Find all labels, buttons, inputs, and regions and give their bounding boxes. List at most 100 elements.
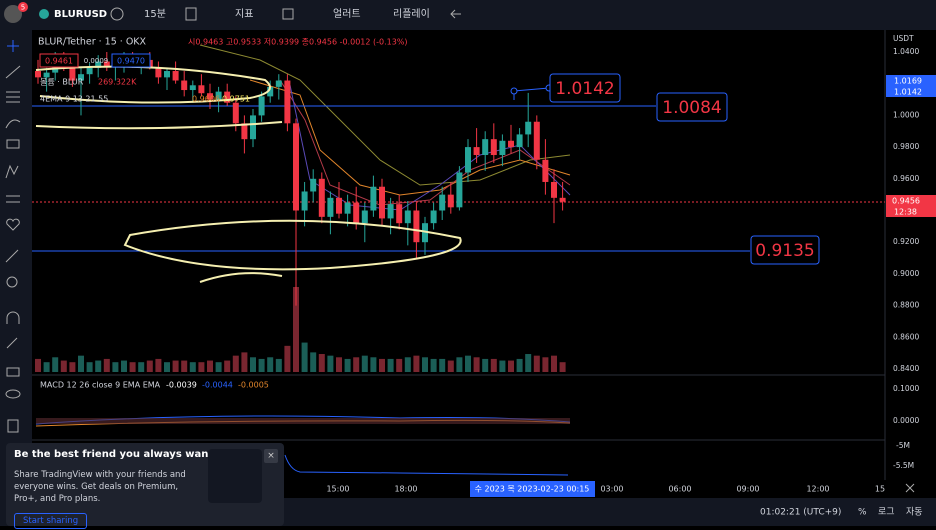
- prediction-tool[interactable]: [6, 195, 20, 203]
- volume-bar: [232, 355, 239, 372]
- volume-bar: [146, 360, 153, 372]
- price-tick: 1.0400: [893, 47, 919, 56]
- volume-bar: [559, 362, 566, 372]
- text-tool[interactable]: [6, 139, 20, 149]
- percent-toggle[interactable]: %: [858, 508, 867, 518]
- macd-value: -0.0039: [166, 381, 197, 390]
- label-box[interactable]: [656, 92, 728, 122]
- candle-body: [344, 202, 351, 214]
- volume-bar: [525, 354, 532, 372]
- volume-bar: [439, 358, 446, 372]
- brush-tool[interactable]: [5, 119, 21, 129]
- close-button[interactable]: ×: [264, 449, 278, 463]
- price-tick: 0.9800: [893, 142, 919, 151]
- volume-bar: [52, 357, 59, 372]
- stay-drawing-tool[interactable]: [6, 337, 18, 349]
- candle-body: [232, 102, 239, 124]
- anchor[interactable]: [510, 87, 518, 95]
- crosshair-tool[interactable]: [7, 40, 19, 52]
- replay[interactable]: 리플레이: [393, 8, 430, 20]
- zoom-tool[interactable]: [6, 276, 18, 288]
- volume-bar: [284, 345, 291, 372]
- price-tick: 0.9000: [893, 269, 919, 278]
- time-tick: 18:00: [394, 485, 417, 494]
- bid: 0.9461: [45, 57, 73, 66]
- price-tick: 0.9600: [893, 174, 919, 183]
- countdown: 12:38: [894, 208, 917, 217]
- volume-bar: [172, 360, 179, 372]
- candle-body: [542, 159, 549, 182]
- candle-body: [224, 91, 231, 103]
- popup-text: Share TradingView with your friends and …: [14, 470, 186, 504]
- volume-bar: [69, 362, 76, 372]
- candle-body: [361, 210, 368, 224]
- volume-bar: [60, 360, 67, 372]
- lock-tool[interactable]: [6, 367, 20, 377]
- candle-body: [422, 223, 428, 243]
- log-toggle[interactable]: 로그: [878, 508, 895, 518]
- alert[interactable]: 얼러트: [333, 8, 361, 20]
- candle-body: [499, 140, 506, 156]
- volume-bar: [370, 357, 377, 372]
- volume-bar: [181, 360, 188, 372]
- volume-bar: [138, 362, 145, 372]
- layouts[interactable]: [282, 8, 294, 20]
- auto-toggle[interactable]: 자동: [906, 507, 923, 518]
- candle-body: [198, 85, 205, 94]
- volume-bar: [103, 358, 110, 372]
- price-tick: 0.8800: [893, 301, 919, 310]
- favorites-tool[interactable]: [6, 218, 20, 231]
- volume-bar: [387, 358, 394, 372]
- undo[interactable]: [450, 9, 461, 19]
- volume-bar: [508, 360, 514, 372]
- volume-bar: [499, 360, 506, 372]
- top-toolbar: [0, 0, 936, 30]
- candle-body: [525, 121, 532, 135]
- volume-bar: [456, 357, 463, 372]
- magnet-tool[interactable]: [6, 311, 20, 324]
- indicators[interactable]: 지표: [235, 8, 253, 20]
- candle-body: [447, 194, 454, 208]
- pattern-tool[interactable]: [5, 164, 19, 179]
- candle-body: [181, 80, 188, 91]
- volume-bar: [241, 352, 248, 372]
- candle-body: [275, 80, 282, 87]
- hide-tool[interactable]: [5, 389, 21, 399]
- fib-tool[interactable]: [6, 91, 20, 103]
- volume-bar: [35, 358, 41, 372]
- ruler-tool[interactable]: [5, 249, 19, 263]
- ohlc: 시0.9463 고0.9533 저0.9399 종0.9456 -0.0012 …: [188, 38, 408, 47]
- delete-tool[interactable]: [7, 419, 19, 433]
- volume-bar: [121, 360, 127, 372]
- trend-line-tool[interactable]: [5, 65, 21, 79]
- volume-bar: [551, 355, 557, 372]
- chart-legend: BLUR/Tether · 15 · OKX: [38, 37, 147, 48]
- symbol[interactable]: BLURUSD: [54, 9, 107, 20]
- candle-body: [370, 186, 377, 211]
- candle-body: [533, 121, 540, 160]
- interval[interactable]: 15분: [144, 8, 166, 20]
- add-symbol[interactable]: [110, 7, 124, 21]
- sell-button[interactable]: [39, 53, 79, 68]
- macd-tick: 0.1000: [893, 384, 919, 393]
- volume-bar: [164, 362, 170, 372]
- candle-body: [69, 67, 76, 81]
- chart-type[interactable]: [185, 7, 197, 21]
- start-sharing-button[interactable]: Start sharing: [14, 513, 88, 529]
- buy-button[interactable]: [111, 53, 151, 68]
- label-box[interactable]: [549, 73, 621, 103]
- volume-bar: [250, 357, 256, 372]
- avatar[interactable]: [4, 5, 22, 23]
- volume-legend: 볼륨 · BLUR: [40, 77, 84, 87]
- volume-bar: [112, 362, 119, 372]
- candle-body: [353, 202, 360, 224]
- volume-bar: [198, 362, 205, 372]
- label-box[interactable]: [750, 235, 820, 265]
- price-tick: 1.0000: [893, 110, 919, 119]
- candle-body: [155, 67, 162, 78]
- volume-bar: [516, 358, 523, 372]
- volume-bar: [353, 357, 360, 372]
- settings[interactable]: [905, 483, 915, 493]
- spread: 0.0009: [84, 57, 109, 65]
